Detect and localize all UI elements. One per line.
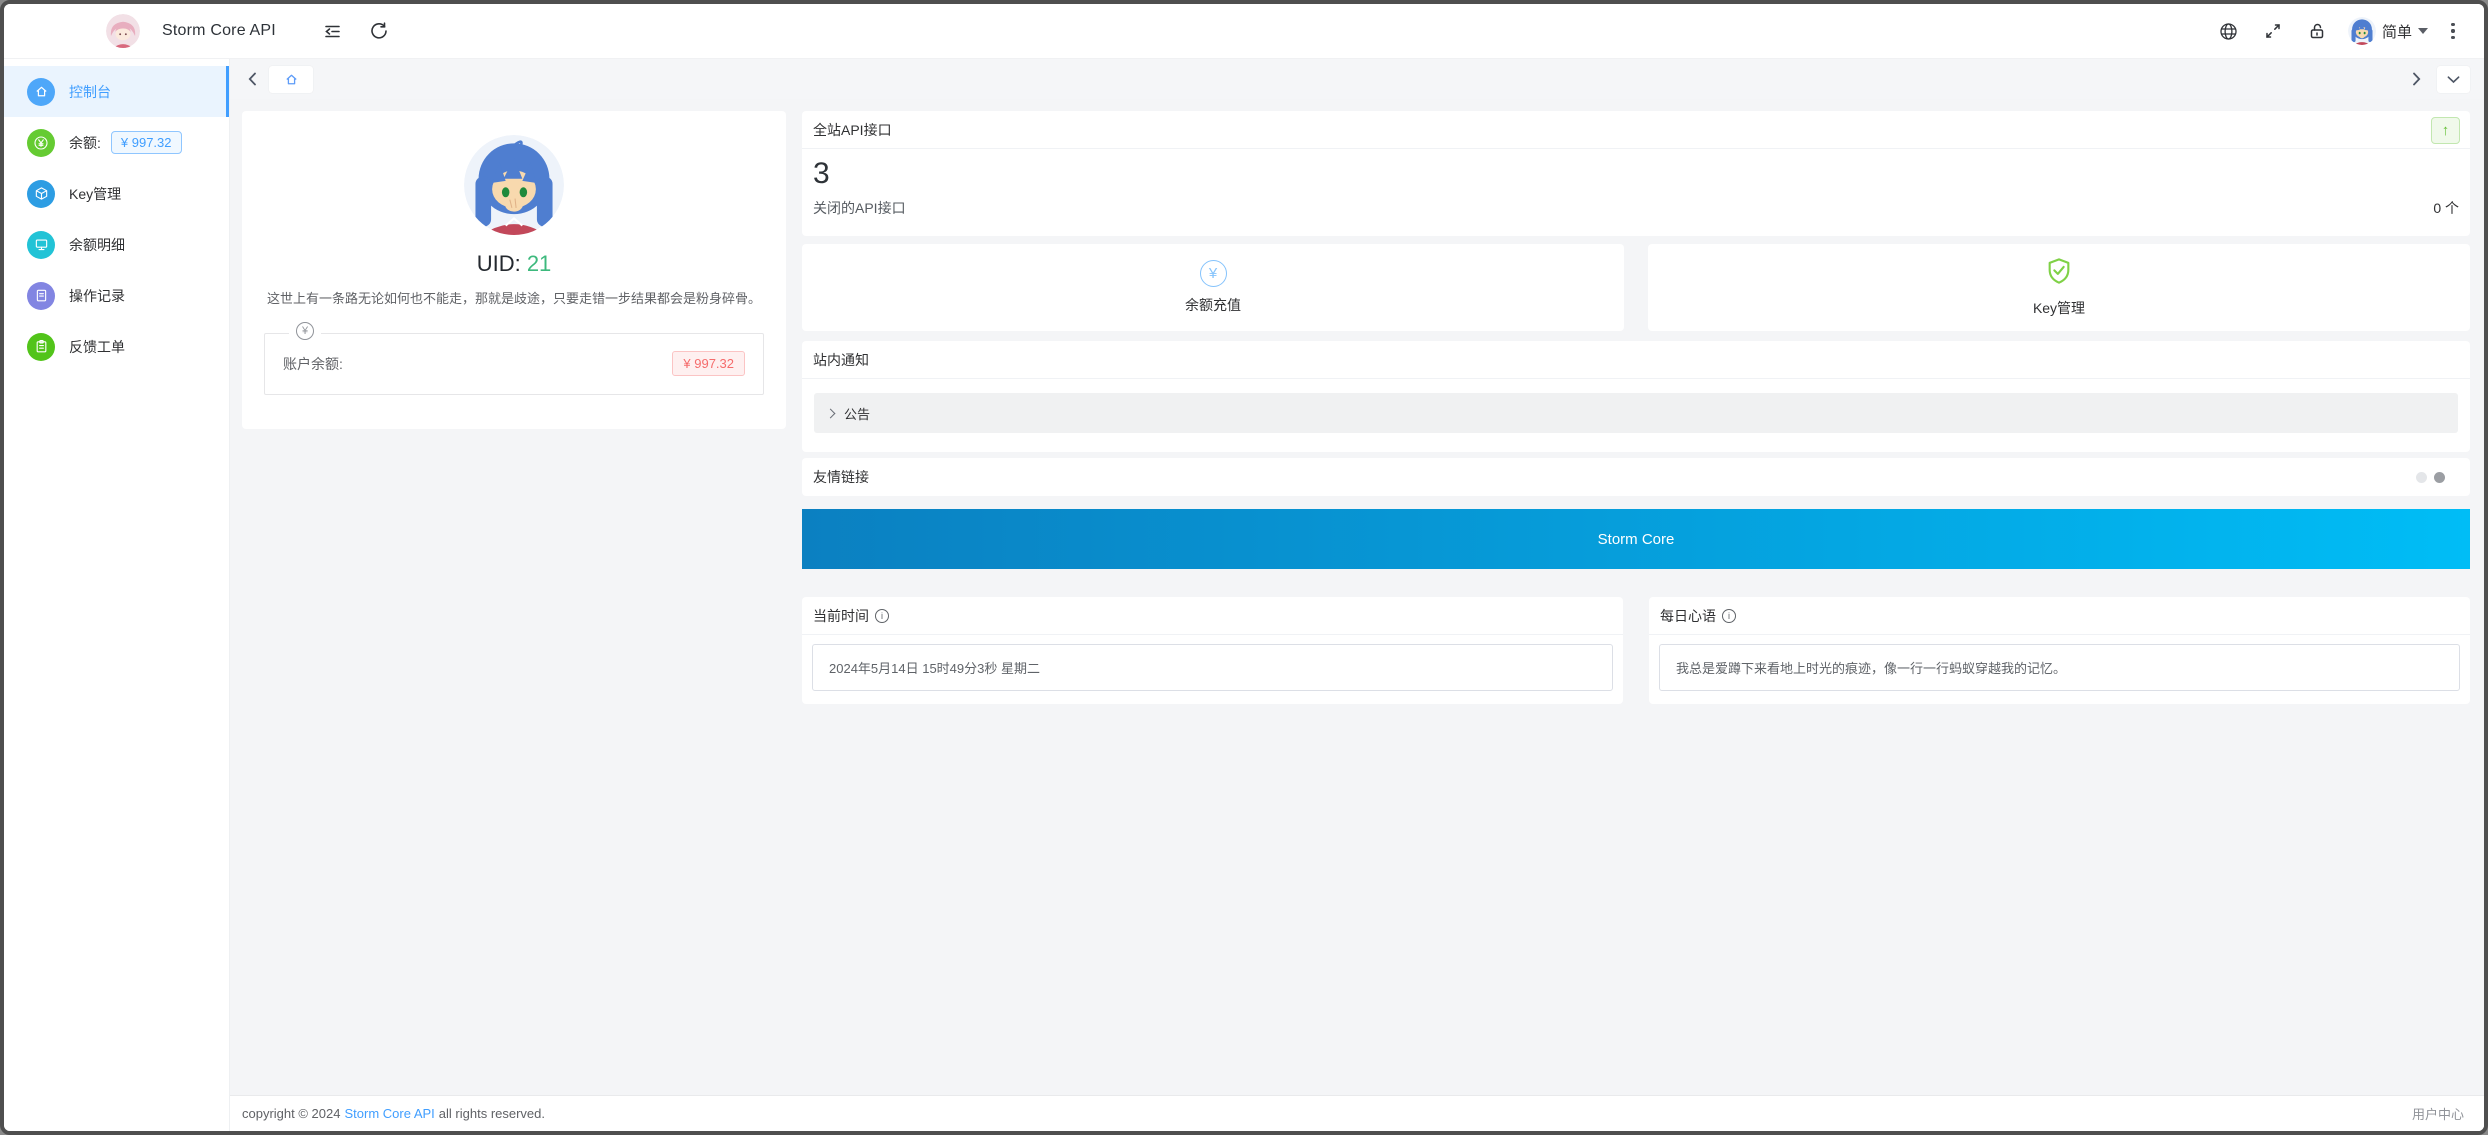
header-right: 简单 <box>2202 14 2466 48</box>
sidebar-item-operation-log[interactable]: 操作记录 <box>4 270 229 321</box>
app-logo-icon <box>106 14 140 48</box>
yen-legend-icon: ¥ <box>289 321 321 340</box>
account-balance-value: ¥ 997.32 <box>672 351 745 376</box>
right-column: 全站API接口 ↑ 3 关闭的API接口 0 个 ¥ <box>802 111 2470 1095</box>
user-menu[interactable]: 简单 <box>2347 17 2428 45</box>
profile-quote: 这世上有一条路无论如何也不能走，那就是歧途，只要走错一步结果都会是粉身碎骨。 <box>266 291 761 306</box>
sidebar: 控制台 余额: ¥ 997.32 <box>4 59 230 1131</box>
announcement-collapse[interactable]: 公告 <box>814 393 2458 433</box>
header-left: Storm Core API <box>4 14 396 48</box>
api-stats-title: 全站API接口 <box>802 111 2470 149</box>
current-time-header: 当前时间 i <box>802 597 1623 635</box>
account-balance-box: ¥ 账户余额: ¥ 997.32 <box>264 321 764 395</box>
tab-bar-right <box>2408 65 2470 93</box>
chevron-right-icon <box>825 408 836 418</box>
bottom-cards-row: 当前时间 i 2024年5月14日 15时49分3秒 星期二 每日心语 i 我总… <box>802 597 2470 704</box>
key-management-label: Key管理 <box>2032 300 2086 316</box>
sidebar-item-label: 余额: <box>69 134 101 151</box>
footer: copyright © 2024 Storm Core API all rights… <box>230 1095 2484 1131</box>
user-avatar <box>2347 17 2376 45</box>
balance-badge: ¥ 997.32 <box>110 131 182 154</box>
tab-scroll-left-icon[interactable] <box>244 68 261 90</box>
api-stats-body: 3 关闭的API接口 0 个 <box>802 149 2470 218</box>
sidebar-item-label: 操作记录 <box>69 287 125 304</box>
key-management-card[interactable]: Key管理 <box>1648 244 2470 331</box>
daily-quote-header: 每日心语 i <box>1649 597 2470 635</box>
language-globe-icon[interactable] <box>2212 14 2246 48</box>
chevron-down-icon <box>2418 28 2428 34</box>
quick-actions-row: ¥ 余额充值 Key管理 <box>802 244 2470 331</box>
current-time-card: 当前时间 i 2024年5月14日 15时49分3秒 星期二 <box>802 597 1623 704</box>
sidebar-item-label: 控制台 <box>69 83 111 100</box>
friend-links-title: 友情链接 <box>813 469 869 485</box>
account-balance-label: 账户余额: <box>283 355 343 372</box>
daily-quote-card: 每日心语 i 我总是爱蹲下来看地上时光的痕迹，像一行一行蚂蚁穿越我的记忆。 <box>1649 597 2470 704</box>
scroll-up-arrow-button[interactable]: ↑ <box>2431 117 2460 144</box>
main-area: UID: 21 这世上有一条路无论如何也不能走，那就是歧途，只要走错一步结果都会… <box>230 59 2484 1131</box>
carousel-dot[interactable] <box>2416 471 2427 483</box>
top-header: Storm Core API <box>4 4 2484 59</box>
friend-links-card: 友情链接 <box>802 458 2470 496</box>
home-icon <box>27 77 55 106</box>
daily-quote-title: 每日心语 <box>1660 607 1716 624</box>
sidebar-collapse-icon[interactable] <box>316 14 350 48</box>
sidebar-item-feedback-ticket[interactable]: 反馈工单 <box>4 321 229 372</box>
copyright-prefix: copyright © 2024 <box>242 1106 341 1121</box>
carousel-dots <box>2416 471 2445 483</box>
profile-avatar <box>464 135 564 235</box>
yen-circle-icon <box>27 128 55 157</box>
tab-scroll-right-icon[interactable] <box>2408 68 2425 90</box>
copyright: copyright © 2024 Storm Core API all rights… <box>242 1106 545 1121</box>
yen-circle-icon: ¥ <box>1199 260 1227 287</box>
yen-glyph: ¥ <box>296 321 314 340</box>
sidebar-item-balance[interactable]: 余额: ¥ 997.32 <box>4 117 229 168</box>
fullscreen-icon[interactable] <box>2256 14 2290 48</box>
content: UID: 21 这世上有一条路无论如何也不能走，那就是歧途，只要走错一步结果都会… <box>230 99 2484 1095</box>
friend-link-banner[interactable]: Storm Core <box>802 509 2470 569</box>
announcement-label: 公告 <box>844 406 871 422</box>
sidebar-item-label: Key管理 <box>69 185 122 202</box>
user-center-link[interactable]: 用户中心 <box>2411 1107 2464 1122</box>
info-icon: i <box>875 608 889 623</box>
shield-check-icon <box>2045 257 2073 290</box>
carousel-dot-active[interactable] <box>2434 471 2445 483</box>
uid-line: UID: 21 <box>264 251 764 277</box>
sidebar-item-dashboard[interactable]: 控制台 <box>4 66 229 117</box>
current-time-title: 当前时间 <box>813 607 869 624</box>
api-total-count: 3 <box>813 157 830 190</box>
sidebar-item-key-management[interactable]: Key管理 <box>4 168 229 219</box>
sidebar-item-balance-detail[interactable]: 余额明细 <box>4 219 229 270</box>
sidebar-item-label: 反馈工单 <box>69 338 125 355</box>
uid-value: 21 <box>526 251 552 276</box>
recharge-card[interactable]: ¥ 余额充值 <box>802 244 1624 331</box>
site-notice-title: 站内通知 <box>802 341 2470 379</box>
closed-api-label: 关闭的API接口 <box>813 200 906 216</box>
tab-menu-chevron-down-icon[interactable] <box>2437 65 2470 93</box>
sidebar-item-label: 余额明细 <box>69 236 125 253</box>
lock-icon[interactable] <box>2300 14 2334 48</box>
clipboard-icon <box>27 332 55 361</box>
closed-api-value: 0 个 <box>2433 200 2459 216</box>
document-icon <box>27 281 55 310</box>
monitor-icon <box>27 230 55 259</box>
more-menu-icon[interactable] <box>2440 22 2466 40</box>
recharge-label: 余额充值 <box>1185 297 1241 313</box>
info-icon: i <box>1722 608 1736 623</box>
profile-card: UID: 21 这世上有一条路无论如何也不能走，那就是歧途，只要走错一步结果都会… <box>242 111 786 429</box>
user-name: 简单 <box>2381 23 2412 41</box>
tab-bar <box>230 59 2484 99</box>
app-title: Storm Core API <box>162 22 276 39</box>
cube-icon <box>27 179 55 208</box>
api-stats-card: 全站API接口 ↑ 3 关闭的API接口 0 个 <box>802 111 2470 236</box>
daily-quote-value: 我总是爱蹲下来看地上时光的痕迹，像一行一行蚂蚁穿越我的记忆。 <box>1659 644 2460 691</box>
footer-brand-link[interactable]: Storm Core API <box>344 1106 435 1121</box>
copyright-suffix: all rights reserved. <box>438 1106 546 1121</box>
current-time-value: 2024年5月14日 15时49分3秒 星期二 <box>812 644 1613 691</box>
site-notice-card: 站内通知 公告 <box>802 341 2470 452</box>
tab-home[interactable] <box>269 65 313 93</box>
refresh-icon[interactable] <box>362 14 396 48</box>
uid-label: UID: <box>476 251 521 276</box>
